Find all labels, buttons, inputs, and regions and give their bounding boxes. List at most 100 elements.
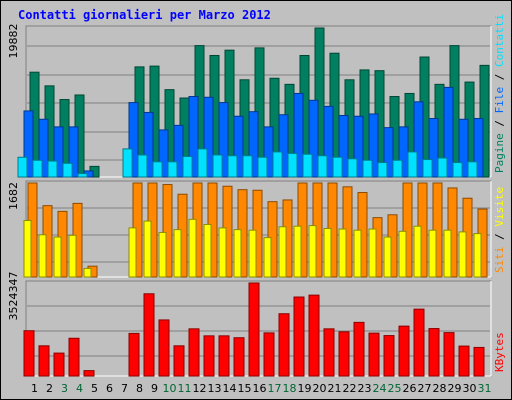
- bar-kbytes-1: [23, 330, 35, 377]
- x-tick-23: 23: [358, 382, 372, 395]
- bar-pagine-1: [17, 156, 28, 178]
- x-tick-18: 18: [283, 382, 297, 395]
- bar-pagine-30: [452, 162, 463, 178]
- bar-pagine-22: [332, 156, 343, 178]
- bar-kbytes-12: [188, 328, 200, 377]
- bar-visite-29: [443, 229, 452, 278]
- x-tick-17: 17: [268, 382, 282, 395]
- x-tick-26: 26: [403, 382, 417, 395]
- contatti-panel: 19882 Pagine / File / Contatti: [7, 14, 506, 178]
- bar-visite-19: [293, 225, 302, 278]
- bar-file-21: [323, 105, 334, 178]
- legend-siti: Siti: [493, 247, 506, 274]
- bar-kbytes-8: [128, 332, 140, 377]
- bar-kbytes-23: [353, 321, 365, 377]
- bar-kbytes-17: [263, 332, 275, 377]
- bar-kbytes-5: [83, 370, 95, 377]
- x-tick-4: 4: [76, 382, 83, 395]
- legend-text: Pagine / File / Contatti: [493, 14, 506, 173]
- bar-visite-13: [203, 223, 212, 278]
- bar-file-27: [413, 101, 424, 178]
- x-tick-14: 14: [223, 382, 237, 395]
- bar-kbytes-11: [173, 345, 185, 377]
- bar-pagine-23: [347, 158, 358, 178]
- x-tick-16: 16: [253, 382, 267, 395]
- bar-file-14: [218, 102, 229, 178]
- bar-file-16: [248, 111, 259, 178]
- bar-visite-5: [83, 267, 92, 278]
- legend-separator: /: [493, 113, 506, 133]
- bar-kbytes-28: [428, 328, 440, 377]
- bar-kbytes-13: [203, 335, 215, 377]
- legend-contatti: Contatti: [493, 14, 506, 67]
- bar-kbytes-25: [383, 335, 395, 377]
- bar-visite-25: [383, 236, 392, 278]
- x-tick-7: 7: [121, 382, 128, 395]
- legend-text: KBytes: [493, 332, 506, 372]
- x-tick-5: 5: [91, 382, 98, 395]
- bar-pagine-26: [392, 159, 403, 178]
- bar-visite-3: [53, 236, 62, 278]
- bar-visite-27: [413, 225, 422, 278]
- bar-file-29: [443, 86, 454, 178]
- chart-title: Contatti giornalieri per Marzo 2012: [18, 8, 271, 22]
- bar-pagine-16: [242, 155, 253, 178]
- bar-pagine-31: [467, 161, 478, 178]
- bar-visite-1: [23, 219, 32, 278]
- bar-kbytes-4: [68, 337, 80, 377]
- bar-pagine-25: [377, 162, 388, 178]
- bar-file-25: [383, 127, 394, 178]
- bar-pagine-11: [167, 161, 178, 178]
- bar-kbytes-30: [458, 345, 470, 377]
- bar-visite-22: [338, 228, 347, 278]
- bar-visite-8: [128, 227, 137, 278]
- bar-kbytes-3: [53, 352, 65, 377]
- x-tick-13: 13: [208, 382, 222, 395]
- bar-pagine-19: [287, 152, 298, 178]
- bar-pagine-10: [152, 161, 163, 178]
- bar-pagine-13: [197, 148, 208, 178]
- bar-visite-18: [278, 226, 287, 278]
- legend-separator: /: [493, 227, 506, 247]
- bar-file-23: [353, 115, 364, 178]
- bar-visite-4: [68, 234, 77, 278]
- x-tick-29: 29: [448, 382, 462, 395]
- bar-file-20: [308, 99, 319, 178]
- bar-visite-31: [473, 233, 482, 278]
- bar-kbytes-29: [443, 332, 455, 377]
- bar-file-22: [338, 114, 349, 178]
- x-tick-6: 6: [106, 382, 113, 395]
- bar-kbytes-31: [473, 346, 485, 377]
- bar-file-13: [203, 96, 214, 178]
- legend-separator: /: [493, 67, 506, 87]
- x-tick-8: 8: [136, 382, 143, 395]
- bar-pagine-4: [62, 162, 73, 178]
- legend-pagine: Pagine: [493, 133, 506, 173]
- legend-kbytes: KBytes: [493, 332, 506, 372]
- x-tick-22: 22: [343, 382, 357, 395]
- bar-file-1: [23, 110, 34, 178]
- y-max-label: 3524347: [7, 272, 20, 321]
- bar-kbytes-2: [38, 345, 50, 377]
- bar-file-8: [128, 102, 139, 178]
- bar-file-15: [233, 115, 244, 178]
- x-tick-11: 11: [178, 382, 192, 395]
- bar-kbytes-22: [338, 331, 350, 377]
- bar-visite-10: [158, 231, 167, 278]
- bar-pagine-3: [47, 160, 58, 178]
- y-max-label: 19882: [7, 24, 20, 59]
- bar-pagine-21: [317, 155, 328, 178]
- x-tick-10: 10: [163, 382, 177, 395]
- bar-pagine-8: [122, 148, 133, 178]
- y-max-label: 1682: [7, 182, 20, 210]
- legend-file: File: [493, 87, 506, 114]
- bar-file-24: [368, 113, 379, 178]
- kbytes-panel: 3524347 KBytes: [7, 272, 506, 377]
- x-tick-20: 20: [313, 382, 327, 395]
- bar-file-19: [293, 92, 304, 178]
- bar-pagine-24: [362, 159, 373, 178]
- bar-visite-26: [398, 230, 407, 278]
- bar-kbytes-19: [293, 296, 305, 377]
- x-tick-21: 21: [328, 382, 342, 395]
